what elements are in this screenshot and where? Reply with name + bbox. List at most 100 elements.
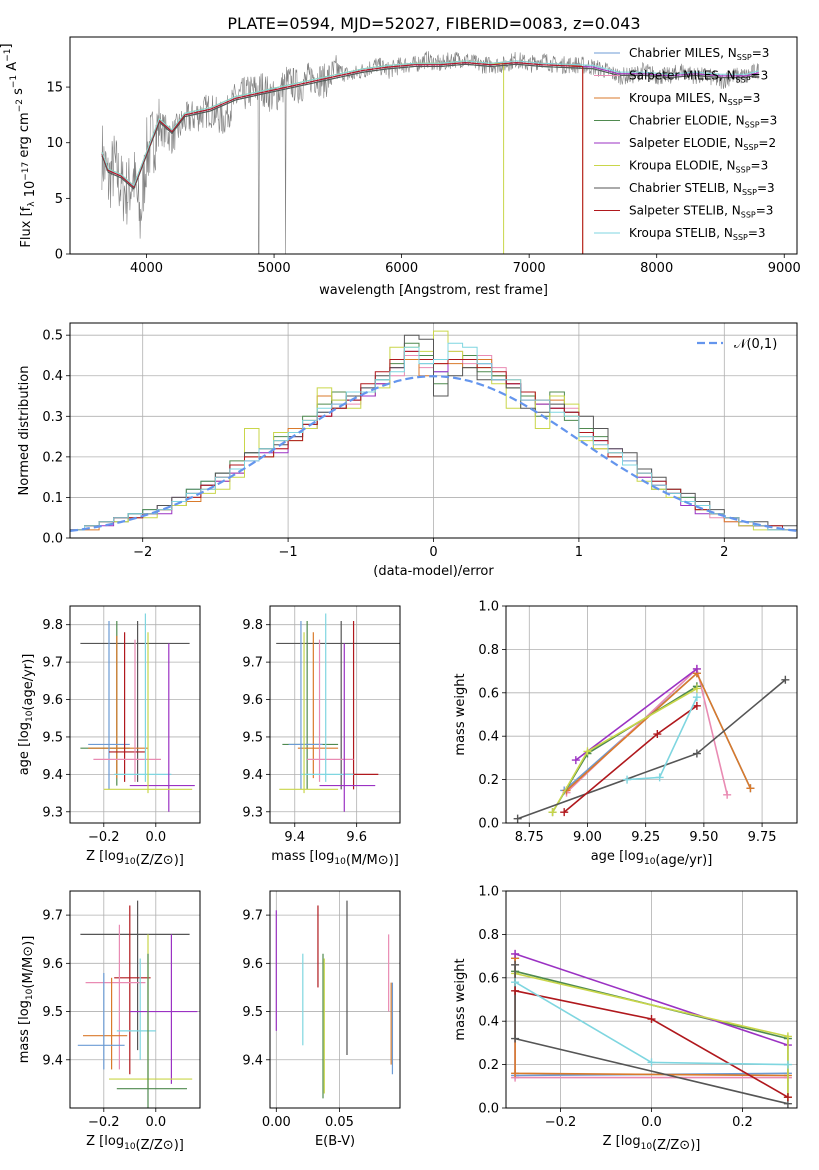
model-line-kroupa-miles: [101, 60, 584, 254]
figure-title: PLATE=0594, MJD=52027, FIBERID=0083, z=0…: [227, 14, 640, 33]
errorbar-point: [77, 972, 125, 1070]
y-tick-label: 9.4: [242, 768, 263, 783]
y-tick-label: 5: [55, 192, 63, 207]
errorbar-point: [85, 924, 146, 1070]
weight-marker: [647, 1058, 656, 1067]
plot-area: [275, 900, 394, 1099]
y-tick-label: 0.8: [478, 928, 499, 943]
panel-age-vs-mass: 9.4 9.6 9.3 9.4 9.5 9.6 9.7 9.8 mass [log10(M/M⊙…: [242, 605, 401, 868]
x-tick-label: −0.2: [545, 1115, 577, 1130]
y-tick-label: 9.4: [242, 1053, 263, 1068]
errorbar-point: [276, 620, 400, 790]
x-tick-label: −1: [279, 545, 298, 560]
errorbar-point: [88, 635, 148, 779]
y-tick-label: 0.4: [478, 730, 499, 745]
x-tick-label: −0.2: [88, 1115, 120, 1130]
x-axis-label: Z [log10(Z/Z⊙)]: [86, 1134, 184, 1153]
legend-entry: Salpeter STELIB, NSSP=3: [629, 204, 773, 220]
axes-frame: [69, 890, 201, 1109]
plot-area: [513, 664, 790, 823]
y-axis-label: Flux [fλ 10−17 erg cm−2 s−1 A−1]: [0, 43, 38, 247]
x-tick-label: 0: [429, 545, 437, 560]
weight-line-salpeter-elodie: [575, 668, 698, 761]
legend: Chabrier MILES, NSSP=3 Salpeter MILES, NS…: [594, 46, 777, 242]
x-tick-label: 9.75: [748, 830, 777, 845]
x-tick-label: 9.4: [284, 830, 305, 845]
y-tick-label: 9.6: [42, 957, 63, 972]
y-tick-label: 1.0: [478, 600, 499, 615]
weight-marker: [692, 749, 701, 758]
errorbar-point: [80, 620, 130, 786]
x-tick-label: 7000: [513, 261, 546, 276]
y-axis-label: mass [log10(M/M⊙)]: [17, 936, 36, 1064]
axes-frame: [269, 605, 401, 824]
errorbar-point: [116, 958, 156, 1060]
x-axis-label: Z [log10(Z/Z⊙)]: [86, 849, 184, 868]
errorbar-point: [80, 900, 190, 1051]
y-tick-label: 0.2: [478, 1058, 499, 1073]
weight-marker: [692, 684, 701, 693]
axes-frame: [505, 890, 798, 1109]
x-tick-label: 0.0: [145, 1115, 166, 1130]
y-tick-label: 0.6: [478, 686, 499, 701]
y-axis-label: mass weight: [453, 673, 468, 755]
weight-line-chabrier-elodie: [551, 685, 698, 813]
weight-marker: [560, 808, 569, 817]
y-tick-label: 0.3: [42, 410, 63, 425]
y-tick-label: 9.4: [42, 1053, 63, 1068]
x-tick-label: 8000: [640, 261, 673, 276]
y-tick-label: 0.1: [42, 491, 63, 506]
y-tick-label: 0.0: [478, 817, 499, 832]
weight-marker: [623, 775, 632, 784]
weight-marker: [513, 814, 522, 823]
weight-line-chabrier-stelib: [517, 679, 786, 820]
axes-frame: [505, 605, 798, 824]
y-tick-label: 9.5: [42, 1005, 63, 1020]
model-line-kroupa-elodie: [101, 60, 505, 254]
legend-entry: Chabrier ELODIE, NSSP=3: [629, 114, 777, 130]
x-tick-label: −2: [133, 545, 152, 560]
weight-marker: [655, 773, 664, 782]
axes-frame: [69, 605, 201, 824]
y-tick-label: 0: [55, 248, 63, 263]
x-tick-label: 6000: [385, 261, 418, 276]
y-tick-label: 0.5: [42, 329, 63, 344]
y-axis-label: mass weight: [453, 958, 468, 1040]
errorbar-point: [319, 643, 376, 812]
weight-marker: [511, 978, 520, 987]
x-axis-label: wavelength [Angstrom, rest frame]: [319, 283, 548, 298]
y-tick-label: 9.5: [242, 1005, 263, 1020]
legend-entry: Kroupa ELODIE, NSSP=3: [629, 159, 768, 175]
weight-marker: [783, 1093, 792, 1102]
y-tick-label: 9.7: [42, 656, 63, 671]
errorbar-point: [344, 620, 379, 790]
panel-mass-vs-ebv: 0.00 0.05 9.4 9.5 9.6 9.7 E(B-V): [242, 890, 401, 1149]
x-tick-label: 8.75: [515, 830, 544, 845]
y-tick-label: 9.3: [42, 805, 63, 820]
weight-marker: [746, 784, 755, 793]
weight-marker: [571, 756, 580, 765]
y-tick-label: 9.5: [242, 730, 263, 745]
errorbar-point: [114, 613, 172, 782]
y-tick-label: 9.3: [242, 805, 263, 820]
weight-marker: [511, 1034, 520, 1043]
plot-area: [80, 613, 195, 812]
y-tick-label: 9.4: [42, 768, 63, 783]
y-tick-label: 0.6: [478, 971, 499, 986]
weight-marker: [548, 808, 557, 817]
errorbar-point: [300, 613, 354, 782]
weight-marker: [583, 747, 592, 756]
x-tick-label: 1: [575, 545, 583, 560]
x-tick-label: 9.25: [631, 830, 660, 845]
weight-line-salpeter-elodie: [514, 953, 789, 1046]
weight-marker: [511, 1069, 520, 1078]
legend-entry: Chabrier STELIB, NSSP=3: [629, 181, 775, 197]
weight-marker: [692, 693, 701, 702]
plot-area: [511, 949, 792, 1108]
y-tick-label: 9.6: [242, 693, 263, 708]
weight-marker: [783, 1032, 792, 1041]
errorbar-point: [279, 632, 339, 794]
errorbar-point: [282, 620, 339, 790]
y-tick-label: 9.8: [42, 618, 63, 633]
y-tick-label: 0.4: [478, 1015, 499, 1030]
